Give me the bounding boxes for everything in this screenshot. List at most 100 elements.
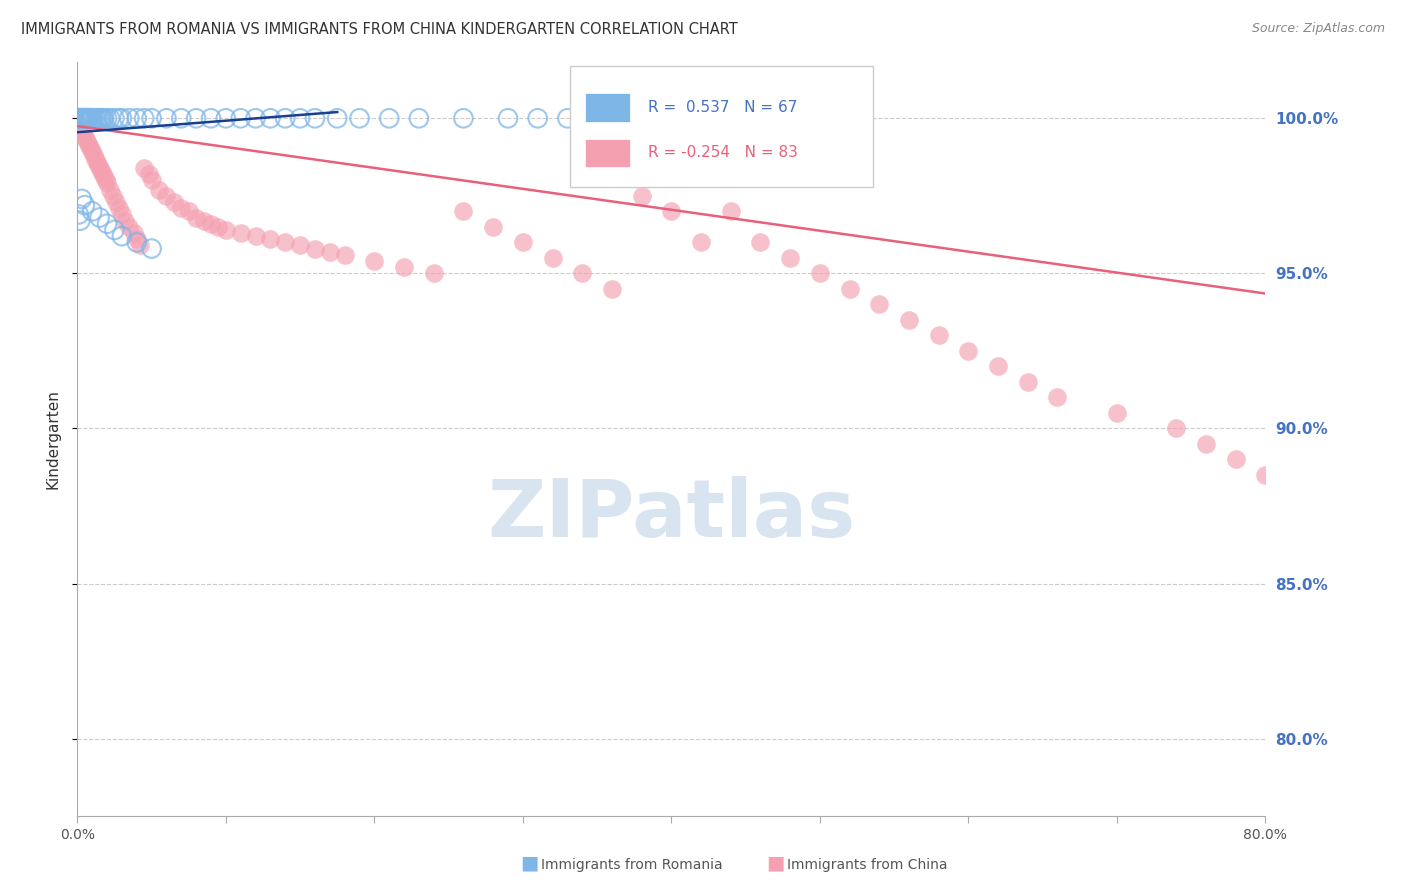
Point <box>141 112 163 126</box>
Point <box>82 112 104 126</box>
Y-axis label: Kindergarten: Kindergarten <box>45 390 60 489</box>
Point <box>1195 437 1218 451</box>
Point <box>349 112 371 126</box>
Point <box>170 112 193 126</box>
Point <box>1105 406 1128 420</box>
FancyBboxPatch shape <box>571 66 873 186</box>
Point <box>69 112 91 126</box>
Point <box>67 207 90 221</box>
Point <box>186 112 208 126</box>
Point <box>98 183 121 197</box>
Point <box>69 112 91 126</box>
Point <box>125 112 148 126</box>
Point <box>690 235 713 250</box>
Point <box>93 112 115 126</box>
Point <box>138 167 160 181</box>
Point <box>72 112 94 126</box>
Point <box>193 213 215 227</box>
Point <box>86 112 108 126</box>
Point <box>87 112 110 126</box>
Point <box>96 177 118 191</box>
Point <box>72 112 94 126</box>
Point <box>186 211 208 225</box>
Point <box>245 112 267 126</box>
Point <box>73 112 96 126</box>
Point <box>70 112 93 126</box>
Point <box>75 112 97 126</box>
Point <box>1046 391 1069 405</box>
Point <box>482 219 505 234</box>
Point <box>557 112 579 126</box>
Point <box>86 154 108 169</box>
Point <box>84 152 107 166</box>
Point <box>423 266 446 280</box>
Point <box>111 112 134 126</box>
Point <box>319 244 342 259</box>
Point <box>571 266 593 280</box>
Point <box>89 112 111 126</box>
Text: R =  0.537   N = 67: R = 0.537 N = 67 <box>648 100 797 115</box>
Point <box>661 204 683 219</box>
Point <box>73 112 96 126</box>
Point <box>288 112 311 126</box>
Point <box>392 260 415 275</box>
Point <box>101 189 124 203</box>
Point <box>1313 499 1336 513</box>
Point <box>616 112 638 126</box>
Point <box>77 139 100 153</box>
Point <box>229 112 252 126</box>
Text: Immigrants from China: Immigrants from China <box>787 858 948 872</box>
Point <box>91 167 114 181</box>
Point <box>80 112 103 126</box>
Point <box>259 112 281 126</box>
Point <box>83 112 105 126</box>
Point <box>82 145 104 160</box>
Point <box>163 194 186 209</box>
Point <box>245 229 267 244</box>
Bar <box>585 94 630 122</box>
Point <box>70 124 93 138</box>
Point <box>229 226 252 240</box>
Point <box>108 201 131 215</box>
Point <box>96 217 118 231</box>
Point <box>118 112 141 126</box>
Point <box>1225 452 1247 467</box>
Point <box>67 112 90 126</box>
Point <box>898 313 921 327</box>
Point <box>73 129 96 144</box>
Point <box>496 112 519 126</box>
Point <box>76 112 98 126</box>
Point <box>453 112 475 126</box>
Point <box>141 173 163 187</box>
Point <box>141 242 163 256</box>
Point <box>779 251 801 265</box>
Point <box>84 112 107 126</box>
Point <box>80 142 103 156</box>
Point <box>89 161 111 175</box>
Point <box>200 112 222 126</box>
Point <box>75 112 97 126</box>
Point <box>630 189 652 203</box>
Point <box>73 112 96 126</box>
Point <box>91 112 114 126</box>
Point <box>720 204 742 219</box>
Point <box>108 112 131 126</box>
Point <box>93 170 115 185</box>
Point <box>408 112 430 126</box>
Point <box>122 226 145 240</box>
Point <box>89 211 111 225</box>
Point <box>75 112 97 126</box>
Point <box>104 194 127 209</box>
Point <box>274 112 297 126</box>
Point <box>90 112 112 126</box>
Point <box>111 229 134 244</box>
Point <box>70 112 93 126</box>
Point <box>77 112 100 126</box>
Point <box>75 133 97 147</box>
Point <box>526 112 548 126</box>
Point <box>94 173 117 187</box>
Point <box>928 328 950 343</box>
Point <box>80 112 103 126</box>
Point <box>512 235 534 250</box>
Point <box>453 204 475 219</box>
